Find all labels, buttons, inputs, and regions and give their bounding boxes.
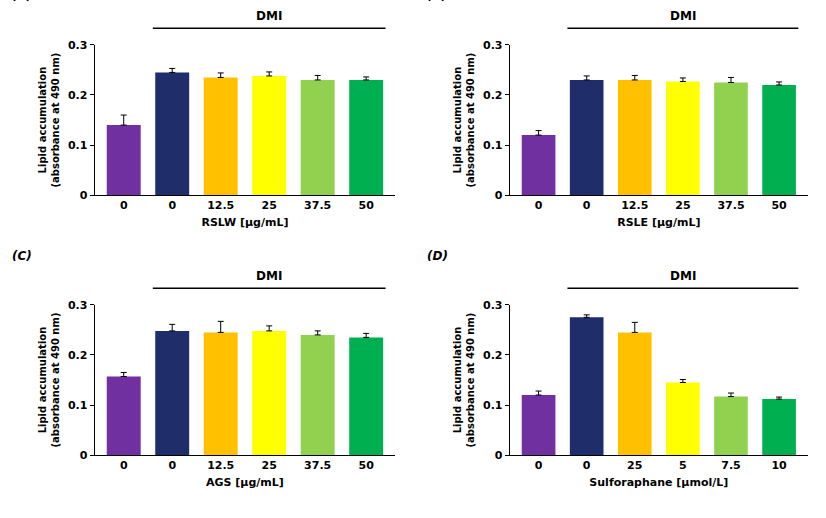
svg-text:0: 0 [535, 199, 543, 212]
svg-text:0: 0 [535, 459, 543, 472]
svg-text:RSLW [μg/mL]: RSLW [μg/mL] [201, 216, 288, 229]
svg-text:0.1: 0.1 [68, 139, 88, 152]
svg-text:DMI: DMI [670, 269, 696, 283]
svg-text:50: 50 [359, 199, 375, 212]
svg-text:0.2: 0.2 [68, 89, 88, 102]
svg-text:DMI: DMI [670, 9, 696, 23]
svg-text:12.5: 12.5 [207, 459, 234, 472]
svg-text:Sulforaphane [μmol/L]: Sulforaphane [μmol/L] [589, 476, 728, 489]
svg-text:37.5: 37.5 [717, 199, 744, 212]
svg-text:12.5: 12.5 [207, 199, 234, 212]
svg-text:0.2: 0.2 [483, 89, 503, 102]
svg-text:50: 50 [359, 459, 375, 472]
svg-text:DMI: DMI [256, 269, 282, 283]
svg-text:0.1: 0.1 [68, 399, 88, 412]
svg-text:0: 0 [168, 459, 176, 472]
svg-text:25: 25 [262, 199, 277, 212]
svg-text:0: 0 [495, 189, 503, 202]
svg-text:10: 10 [771, 459, 787, 472]
svg-text:25: 25 [262, 459, 277, 472]
svg-text:0.2: 0.2 [68, 349, 88, 362]
svg-text:0.1: 0.1 [483, 139, 503, 152]
svg-text:50: 50 [771, 199, 787, 212]
svg-text:12.5: 12.5 [621, 199, 648, 212]
svg-text:0: 0 [583, 459, 591, 472]
svg-text:37.5: 37.5 [304, 459, 331, 472]
svg-text:0: 0 [168, 199, 176, 212]
svg-text:(B): (B) [427, 0, 447, 3]
svg-text:25: 25 [627, 459, 642, 472]
svg-text:Lipid accumulation(absorbance: Lipid accumulation(absorbance at 490 nm) [37, 313, 61, 448]
svg-text:0.3: 0.3 [68, 299, 88, 312]
svg-text:0.2: 0.2 [483, 349, 503, 362]
svg-text:5: 5 [679, 459, 687, 472]
svg-text:0.1: 0.1 [483, 399, 503, 412]
svg-text:(C): (C) [12, 249, 32, 263]
svg-text:0: 0 [495, 449, 503, 462]
svg-text:Lipid accumulation(absorbance: Lipid accumulation(absorbance at 490 nm) [37, 53, 61, 188]
svg-text:AGS [μg/mL]: AGS [μg/mL] [206, 476, 284, 489]
svg-text:0.3: 0.3 [68, 39, 88, 52]
svg-text:0.3: 0.3 [483, 299, 503, 312]
svg-text:(A): (A) [12, 0, 32, 3]
svg-text:RSLE [μg/mL]: RSLE [μg/mL] [617, 216, 700, 229]
svg-text:DMI: DMI [256, 9, 282, 23]
svg-text:Lipid accumulation(absorbance: Lipid accumulation(absorbance at 490 nm) [452, 313, 476, 448]
svg-text:7.5: 7.5 [721, 459, 741, 472]
svg-text:0: 0 [583, 199, 591, 212]
svg-text:37.5: 37.5 [304, 199, 331, 212]
svg-text:25: 25 [675, 199, 690, 212]
svg-text:Lipid accumulation(absorbance: Lipid accumulation(absorbance at 490 nm) [452, 53, 476, 188]
svg-text:(D): (D) [427, 249, 448, 263]
svg-text:0: 0 [120, 199, 128, 212]
svg-text:0: 0 [80, 189, 88, 202]
svg-text:0.3: 0.3 [483, 39, 503, 52]
svg-text:0: 0 [80, 449, 88, 462]
svg-text:0: 0 [120, 459, 128, 472]
